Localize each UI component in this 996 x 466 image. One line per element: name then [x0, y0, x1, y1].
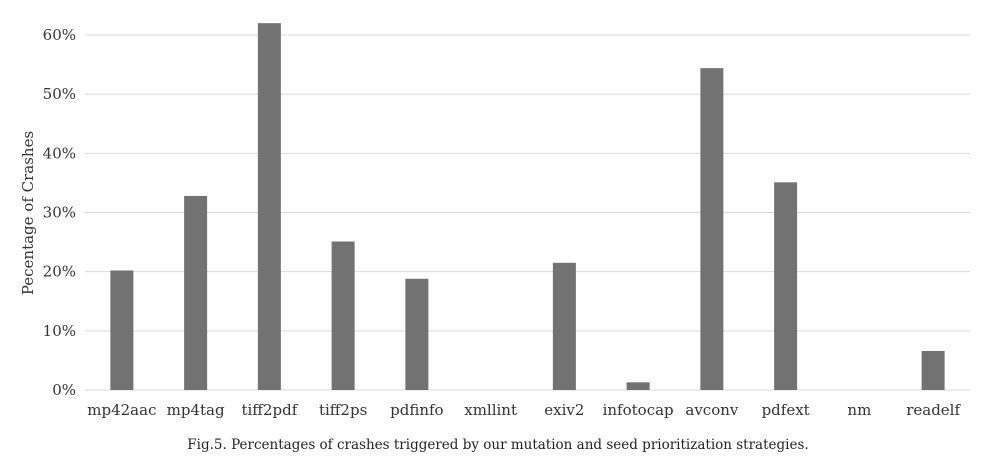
y-axis-ticks: 0% 10% 20% 30% 40% 50% 60%: [43, 26, 76, 399]
bar-tiff2ps: [331, 241, 355, 390]
x-tick-label: tiff2ps: [319, 401, 367, 419]
figure-caption: Fig.5. Percentages of crashes triggered …: [187, 437, 809, 453]
y-axis-label: Pecentage of Crashes: [19, 131, 37, 295]
x-tick-label: mp4tag: [167, 401, 225, 419]
x-tick-label: tiff2pdf: [241, 401, 298, 419]
gridlines: [85, 34, 970, 391]
bar-tiff2pdf: [257, 23, 281, 391]
bar-pdfext: [774, 182, 798, 390]
y-tick-label: 40%: [43, 144, 76, 162]
bar-avconv: [700, 68, 724, 390]
y-tick-label: 30%: [43, 204, 76, 222]
x-tick-label: nm: [847, 401, 871, 419]
x-tick-label: pdfext: [762, 401, 810, 419]
x-tick-label: readelf: [906, 401, 961, 419]
bar-readelf: [921, 350, 945, 390]
x-tick-label: mp42aac: [87, 401, 156, 419]
x-tick-label: xmllint: [464, 401, 517, 419]
bar-mp4tag: [184, 195, 208, 390]
bar-exiv2: [552, 262, 576, 390]
bar-infotocap: [626, 382, 650, 390]
y-tick-label: 60%: [43, 26, 76, 44]
bar-chart: 0% 10% 20% 30% 40% 50% 60% mp42aac mp4tag tiff2p…: [19, 23, 970, 419]
y-tick-label: 50%: [43, 85, 76, 103]
x-tick-label: infotocap: [603, 401, 674, 419]
x-axis-ticks: mp42aac mp4tag tiff2pdf tiff2ps pdfinfo xmlli…: [87, 401, 961, 419]
y-tick-label: 0%: [52, 381, 76, 399]
bar-pdfinfo: [405, 278, 429, 390]
x-tick-label: exiv2: [544, 401, 584, 419]
bars: [110, 23, 945, 391]
x-tick-label: avconv: [685, 401, 739, 419]
y-tick-label: 10%: [43, 322, 76, 340]
bar-mp42aac: [110, 270, 134, 390]
x-tick-label: pdfinfo: [390, 401, 443, 419]
y-tick-label: 20%: [43, 263, 76, 281]
